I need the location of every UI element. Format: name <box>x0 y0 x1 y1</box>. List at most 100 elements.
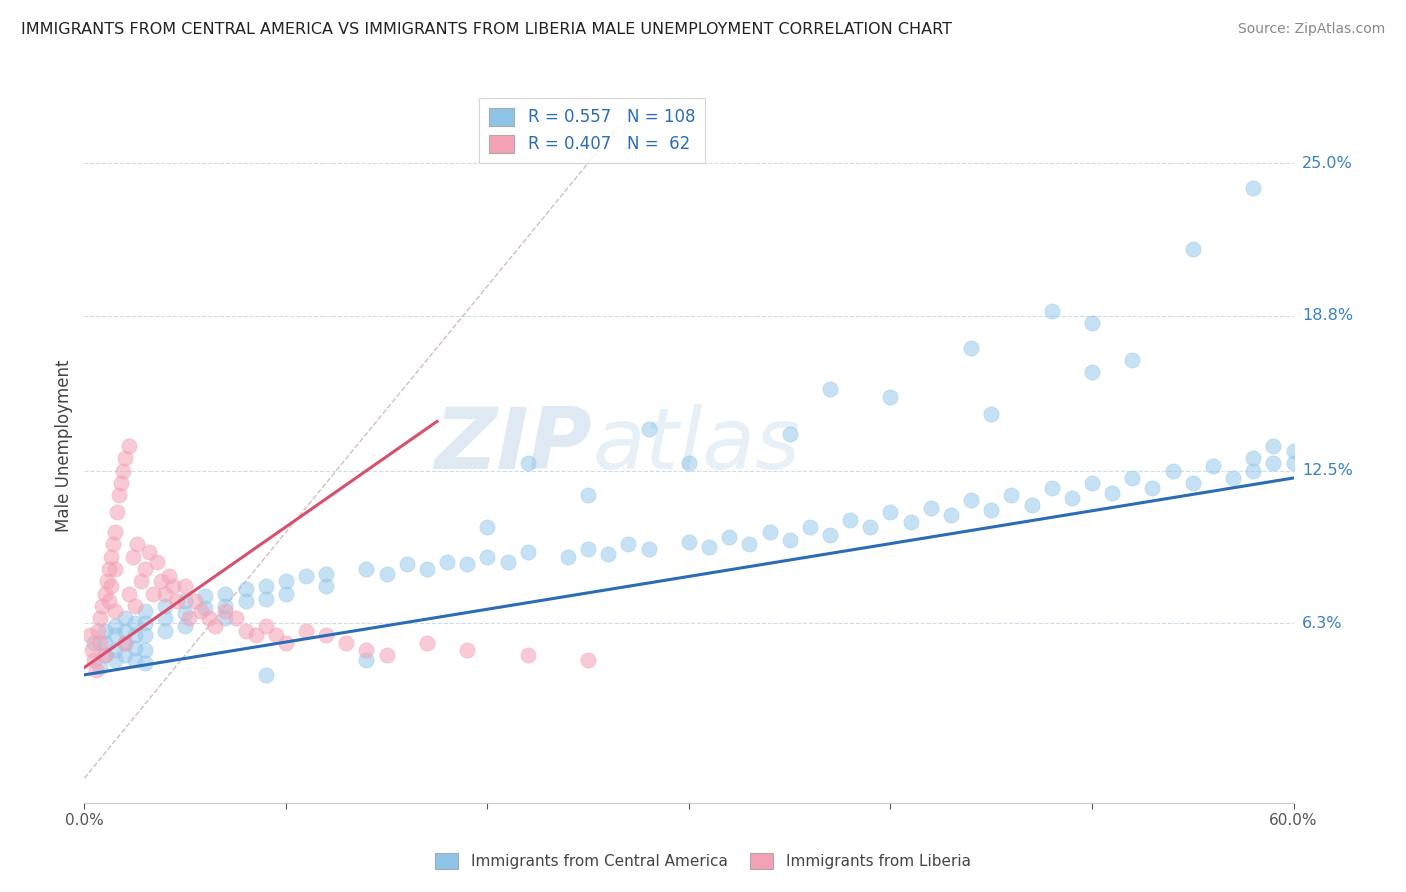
Point <box>194 601 217 615</box>
Point <box>295 569 318 583</box>
Point <box>114 648 136 662</box>
Point <box>315 579 337 593</box>
Point <box>184 594 207 608</box>
Point <box>879 390 901 404</box>
Point <box>1142 481 1164 495</box>
Point <box>225 611 247 625</box>
Point <box>1181 475 1204 490</box>
Point <box>124 616 146 631</box>
Point <box>104 618 127 632</box>
Point <box>637 542 659 557</box>
Point <box>818 383 841 397</box>
Point <box>1263 439 1285 453</box>
Point <box>254 591 277 606</box>
Legend: R = 0.557   N = 108, R = 0.407   N =  62: R = 0.557 N = 108, R = 0.407 N = 62 <box>479 97 706 163</box>
Point <box>104 562 127 576</box>
Point <box>93 636 115 650</box>
Point <box>214 587 236 601</box>
Point <box>104 604 127 618</box>
Point <box>1121 471 1143 485</box>
Point <box>456 557 478 571</box>
Point <box>124 640 146 655</box>
Point <box>598 547 620 561</box>
Point <box>93 624 115 638</box>
Point <box>576 542 599 557</box>
Point <box>980 407 1002 421</box>
Point <box>134 643 156 657</box>
Point <box>105 505 128 519</box>
Point <box>1040 303 1063 318</box>
Point <box>214 604 236 618</box>
Text: 12.5%: 12.5% <box>1302 463 1353 478</box>
Point <box>153 611 176 625</box>
Point <box>295 624 318 638</box>
Point <box>839 513 862 527</box>
Point <box>96 574 118 589</box>
Point <box>436 555 458 569</box>
Point <box>375 648 398 662</box>
Point <box>576 653 599 667</box>
Point <box>1222 471 1244 485</box>
Point <box>97 594 120 608</box>
Point <box>1081 365 1104 379</box>
Point <box>104 525 127 540</box>
Point <box>1241 464 1264 478</box>
Point <box>179 611 201 625</box>
Point <box>718 530 741 544</box>
Point <box>1121 352 1143 367</box>
Point <box>335 636 357 650</box>
Point <box>134 604 156 618</box>
Point <box>375 566 398 581</box>
Point <box>114 451 136 466</box>
Point <box>134 628 156 642</box>
Point <box>111 464 134 478</box>
Point <box>416 636 439 650</box>
Text: atlas: atlas <box>592 404 800 488</box>
Point <box>101 537 124 551</box>
Point <box>121 549 143 564</box>
Point <box>190 604 212 618</box>
Point <box>1101 485 1123 500</box>
Point <box>97 562 120 576</box>
Point <box>124 628 146 642</box>
Point <box>124 599 146 613</box>
Point <box>100 549 122 564</box>
Point <box>235 624 257 638</box>
Point <box>1202 458 1225 473</box>
Point <box>356 653 378 667</box>
Point <box>557 549 579 564</box>
Point <box>93 648 115 662</box>
Point <box>779 426 801 441</box>
Point <box>162 579 184 593</box>
Point <box>194 589 217 603</box>
Point <box>214 611 236 625</box>
Point <box>235 594 257 608</box>
Point <box>980 503 1002 517</box>
Point <box>697 540 720 554</box>
Text: 6.3%: 6.3% <box>1302 615 1343 631</box>
Point <box>166 594 188 608</box>
Point <box>315 628 337 642</box>
Text: Source: ZipAtlas.com: Source: ZipAtlas.com <box>1237 22 1385 37</box>
Point <box>254 618 277 632</box>
Point <box>174 579 197 593</box>
Point <box>134 562 156 576</box>
Point <box>146 555 169 569</box>
Point <box>198 611 221 625</box>
Point <box>79 628 101 642</box>
Point <box>114 624 136 638</box>
Point <box>129 574 152 589</box>
Point <box>100 579 122 593</box>
Point <box>254 668 277 682</box>
Point <box>576 488 599 502</box>
Point <box>779 533 801 547</box>
Point <box>174 594 197 608</box>
Point <box>516 456 538 470</box>
Point <box>274 636 297 650</box>
Point <box>1161 464 1184 478</box>
Point <box>153 624 176 638</box>
Point <box>1241 451 1264 466</box>
Point <box>174 618 197 632</box>
Point <box>637 422 659 436</box>
Point <box>104 643 127 657</box>
